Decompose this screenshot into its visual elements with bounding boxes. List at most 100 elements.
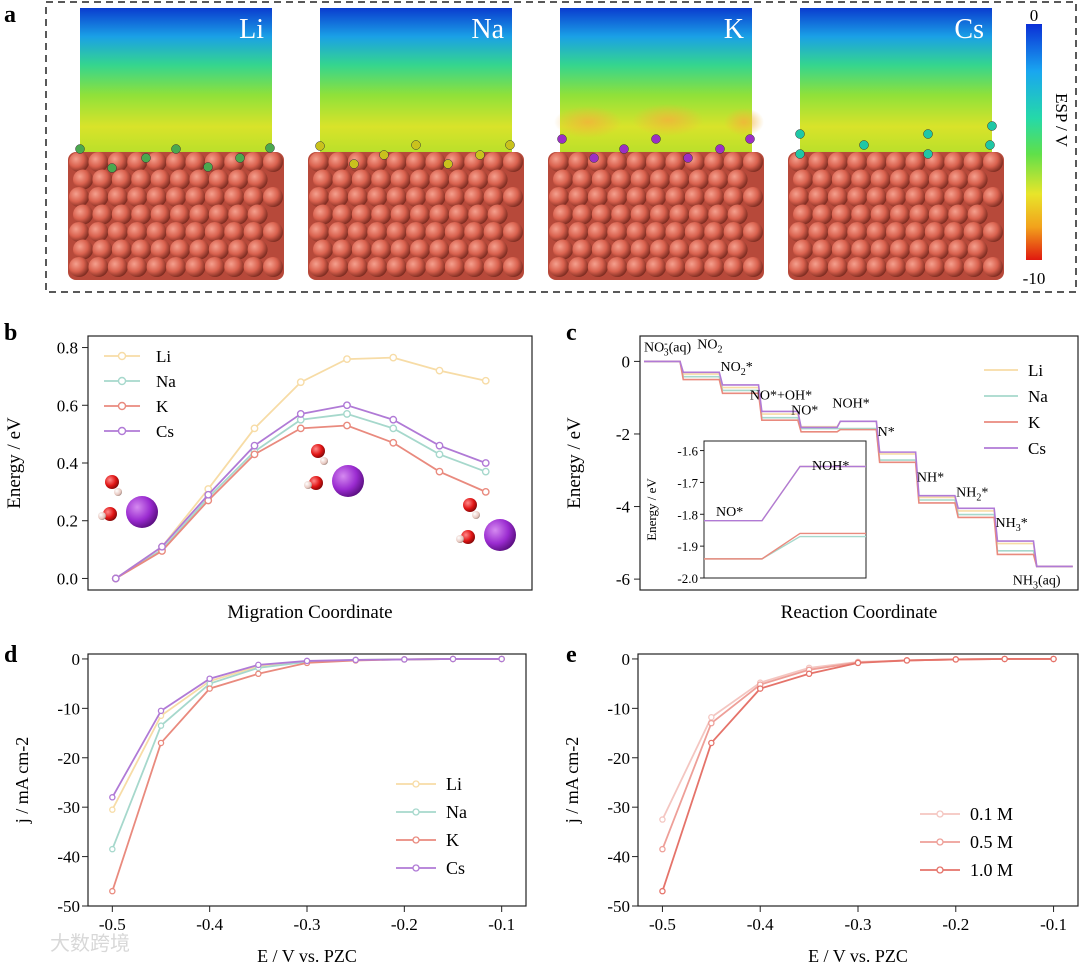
y-tick-label: -20 xyxy=(607,749,630,768)
legend-label: K xyxy=(156,397,169,416)
data-point xyxy=(296,410,305,418)
cu-atom xyxy=(228,204,249,225)
cu-atom xyxy=(684,187,705,207)
cu-atom xyxy=(708,239,729,260)
cu-atom xyxy=(587,222,608,242)
y-tick-label: -10 xyxy=(607,699,630,718)
cu-atom xyxy=(688,239,709,260)
data-point xyxy=(708,739,715,747)
cu-atom xyxy=(243,187,264,207)
alkali-ion xyxy=(557,134,567,144)
cu-atom xyxy=(870,169,891,190)
cu-atom xyxy=(727,239,748,260)
data-point xyxy=(204,490,213,499)
cu-atom xyxy=(386,222,407,242)
cu-atom xyxy=(107,187,128,207)
cu-atom xyxy=(646,187,666,207)
cu-atom xyxy=(572,204,593,225)
data-point xyxy=(250,424,259,433)
cu-atom xyxy=(553,239,573,260)
cu-atom xyxy=(111,169,132,190)
data-point xyxy=(343,355,351,363)
cu-atom xyxy=(827,222,848,242)
copper-slab xyxy=(308,152,524,280)
cu-atom xyxy=(448,169,469,190)
inset-step-label: NOH* xyxy=(812,459,849,474)
alkali-ion xyxy=(795,129,805,139)
cu-atom xyxy=(263,257,283,277)
cu-atom xyxy=(107,222,128,242)
legend-marker xyxy=(412,836,420,844)
cu-atom xyxy=(793,239,813,260)
cu-atom xyxy=(332,204,353,225)
cu-atom xyxy=(309,152,329,172)
cu-atom xyxy=(503,152,523,172)
cu-atom xyxy=(189,204,210,225)
slab-label: Na xyxy=(471,14,504,45)
cu-atom xyxy=(549,187,569,207)
panel-d: 0 -10 -20 -30 -40 -50 -0.5 -0.4 -0.3 -0.2 -0.1 j / … xyxy=(12,650,527,962)
x-axis-label: Reaction Coordinate xyxy=(781,602,938,623)
y-tick-label: -10 xyxy=(57,699,80,718)
data-point xyxy=(389,415,398,424)
cu-atom xyxy=(665,257,686,277)
alkali-ion xyxy=(619,144,629,154)
alkali-ion xyxy=(923,129,933,139)
panel-label-e: e xyxy=(566,642,577,668)
panel-label-a: a xyxy=(4,2,16,28)
cu-atom xyxy=(425,257,446,277)
cu-atom xyxy=(204,187,225,207)
cu-atom xyxy=(905,257,926,277)
cu-atom xyxy=(390,239,411,260)
cu-atom xyxy=(309,222,329,242)
data-point xyxy=(157,707,165,715)
colorbar-axis-label: ESP / V xyxy=(1052,93,1071,148)
cu-atom xyxy=(650,169,670,190)
x-tick-label: -0.5 xyxy=(99,915,126,934)
cu-atom xyxy=(831,169,852,190)
cu-atom xyxy=(808,222,829,242)
cu-atom xyxy=(131,169,152,190)
cu-atom xyxy=(553,204,573,225)
cu-atom xyxy=(328,222,349,242)
cu-atom xyxy=(131,239,152,260)
alkali-ion xyxy=(203,162,213,172)
cu-atom xyxy=(185,187,206,207)
data-point xyxy=(1050,655,1057,663)
cu-atom xyxy=(650,239,670,260)
step-label: NO2* xyxy=(721,360,753,378)
cu-atom xyxy=(444,257,465,277)
y-tick-label: 0 xyxy=(72,650,81,669)
cu-atom xyxy=(170,169,190,190)
cu-atom xyxy=(185,222,206,242)
cu-atom xyxy=(963,187,984,207)
y-tick-label: -30 xyxy=(57,798,80,817)
cu-atom xyxy=(591,204,612,225)
cu-atom xyxy=(944,187,965,207)
cu-atom xyxy=(406,187,426,207)
hydrogen-atom xyxy=(456,535,464,543)
cu-atom xyxy=(204,222,225,242)
y-tick-label: -30 xyxy=(607,798,630,817)
alkali-ion xyxy=(475,150,485,160)
cu-atom xyxy=(708,169,729,190)
cu-atom xyxy=(107,257,128,277)
cu-atom xyxy=(127,187,148,207)
legend-label: K xyxy=(1028,413,1041,432)
cu-atom xyxy=(313,169,333,190)
data-point xyxy=(952,656,960,663)
legend-marker xyxy=(936,866,944,874)
cu-atom xyxy=(905,152,926,172)
cu-atom xyxy=(448,239,469,260)
alkali-ion xyxy=(171,144,181,154)
hydrogen-atom xyxy=(98,512,106,520)
cu-atom xyxy=(332,239,353,260)
cu-atom xyxy=(224,222,245,242)
cu-atom xyxy=(704,222,725,242)
cu-atom xyxy=(650,204,670,225)
watermark: 大数跨境 xyxy=(50,932,130,955)
cu-atom xyxy=(944,257,965,277)
cu-atom xyxy=(146,222,167,242)
legend-label: Na xyxy=(446,802,467,822)
step-label: NO-3(aq) xyxy=(644,338,691,358)
